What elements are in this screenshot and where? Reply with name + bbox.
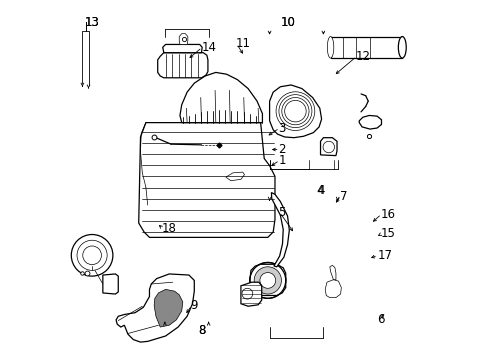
Text: 11: 11 — [235, 37, 250, 50]
Text: 10: 10 — [280, 16, 295, 29]
Circle shape — [254, 267, 281, 294]
Text: 2: 2 — [278, 143, 285, 156]
Circle shape — [254, 267, 281, 294]
Text: 8: 8 — [198, 324, 205, 337]
Text: 12: 12 — [355, 50, 370, 63]
Text: 17: 17 — [376, 249, 391, 262]
Text: 16: 16 — [380, 208, 395, 221]
Polygon shape — [116, 274, 194, 342]
Circle shape — [242, 288, 252, 299]
Polygon shape — [249, 264, 285, 296]
Text: 1: 1 — [278, 154, 285, 167]
Polygon shape — [139, 123, 274, 237]
Text: 4: 4 — [316, 184, 323, 197]
Text: 3: 3 — [278, 122, 285, 135]
Text: 5: 5 — [278, 206, 285, 219]
Circle shape — [249, 262, 285, 298]
Circle shape — [71, 234, 113, 276]
Ellipse shape — [326, 37, 333, 58]
Text: 7: 7 — [339, 190, 346, 203]
Polygon shape — [225, 172, 244, 181]
Text: 4: 4 — [316, 184, 324, 197]
Text: 13: 13 — [85, 16, 100, 29]
Polygon shape — [359, 116, 381, 129]
Polygon shape — [271, 193, 289, 267]
Polygon shape — [179, 34, 187, 44]
Polygon shape — [320, 138, 336, 156]
Polygon shape — [330, 37, 402, 58]
Text: 6: 6 — [376, 313, 384, 327]
Ellipse shape — [398, 37, 406, 58]
Text: 18: 18 — [162, 222, 177, 235]
Circle shape — [260, 273, 275, 288]
Text: 15: 15 — [380, 227, 395, 240]
Polygon shape — [329, 265, 335, 280]
Polygon shape — [269, 85, 321, 138]
Text: 10: 10 — [281, 16, 295, 29]
Polygon shape — [102, 274, 118, 294]
Circle shape — [323, 141, 334, 153]
Text: 8: 8 — [198, 324, 205, 337]
Polygon shape — [241, 282, 261, 306]
Polygon shape — [180, 72, 262, 123]
Polygon shape — [163, 44, 202, 53]
Polygon shape — [154, 289, 183, 327]
Polygon shape — [158, 53, 207, 78]
Text: 13: 13 — [85, 16, 100, 29]
Polygon shape — [325, 280, 341, 298]
Circle shape — [260, 273, 275, 288]
Text: 14: 14 — [201, 41, 216, 54]
Text: 9: 9 — [190, 299, 198, 312]
